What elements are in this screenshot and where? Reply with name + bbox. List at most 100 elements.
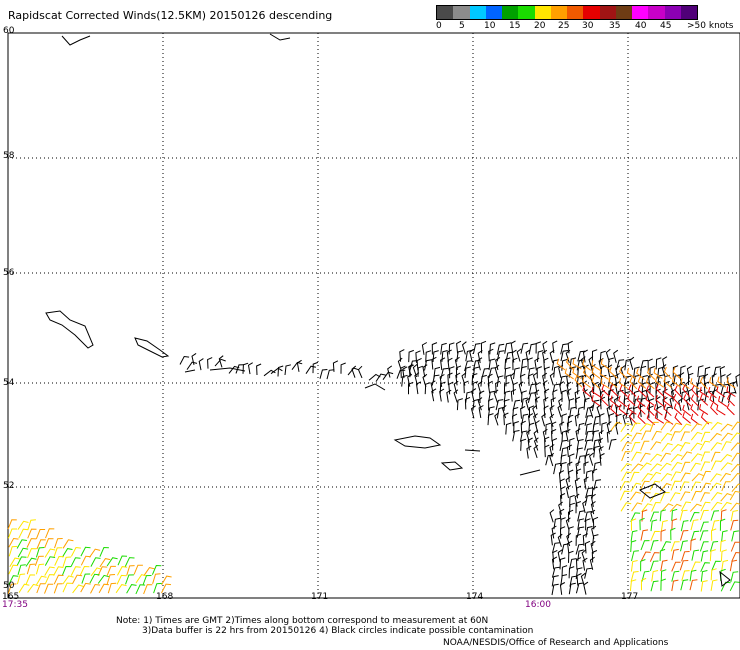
wind-barb [645, 387, 651, 402]
wind-barb [627, 393, 636, 406]
wind-barb [454, 356, 460, 370]
wind-barb [505, 422, 512, 435]
wind-barb [681, 570, 690, 581]
wind-barb [619, 384, 628, 397]
wind-barb [649, 511, 659, 522]
wind-barb [630, 482, 642, 492]
wind-barb [472, 381, 479, 394]
legend-swatch [485, 6, 502, 19]
wind-barb [710, 421, 723, 431]
wind-barb [592, 439, 600, 451]
wind-barb [116, 574, 127, 585]
wind-barb [16, 539, 27, 549]
wind-barb [319, 369, 328, 379]
wind-barb [495, 380, 501, 394]
wind-barb [636, 368, 645, 380]
wind-barb [44, 538, 54, 548]
wind-barb [575, 543, 584, 555]
wind-barb [583, 581, 589, 595]
wind-barb [447, 357, 453, 371]
wind-barb [552, 542, 560, 554]
wind-barb [8, 537, 19, 548]
wind-barb [575, 468, 582, 482]
wind-barb [16, 556, 27, 567]
wind-barb [296, 359, 302, 372]
wind-barb [560, 486, 566, 499]
wind-barb [256, 363, 262, 376]
wind-barb [549, 405, 555, 419]
wind-barb [690, 431, 703, 441]
wind-barb [639, 404, 645, 418]
wind-barb [8, 545, 18, 557]
coastline [184, 369, 196, 373]
wind-barb [544, 436, 550, 450]
wind-barb [544, 366, 550, 379]
wind-barb [619, 366, 628, 379]
wind-barb [663, 404, 672, 417]
wind-barb [97, 566, 108, 577]
wind-barb [415, 381, 422, 395]
wind-barb [661, 364, 667, 378]
wind-barb [432, 350, 439, 363]
wind-barb [710, 432, 722, 442]
wind-barb [70, 566, 81, 576]
wind-barb [431, 388, 437, 402]
wind-barb [584, 494, 593, 506]
wind-barb [409, 360, 418, 371]
wind-barb [487, 380, 493, 394]
wind-barb [572, 367, 582, 379]
legend-swatch [518, 6, 535, 19]
wind-barb [142, 575, 152, 586]
wind-barb [496, 350, 505, 362]
wind-barb [17, 547, 29, 558]
wind-barb [549, 444, 555, 458]
wind-barb [585, 526, 593, 538]
coastline [209, 367, 246, 372]
wind-barb [659, 509, 667, 522]
wind-barb [408, 381, 414, 395]
wind-barb [44, 574, 55, 584]
wind-barb [80, 546, 91, 557]
wind-barb [412, 363, 418, 378]
wind-barb [583, 476, 589, 490]
wind-barb [656, 405, 662, 419]
wind-barb [504, 357, 511, 370]
wind-barb [561, 430, 568, 443]
wind-barb [542, 340, 548, 354]
wind-barb [699, 541, 709, 552]
wind-barb [674, 385, 683, 398]
wind-barb [630, 560, 638, 572]
wind-barb [679, 381, 685, 395]
wind-barb [26, 563, 36, 575]
wind-barb [566, 381, 572, 395]
wind-barb [649, 382, 656, 395]
lon-label-174: 174 [466, 592, 484, 602]
wind-barb [535, 382, 541, 395]
wind-barb [592, 422, 599, 435]
legend-color-bar [436, 5, 698, 20]
wind-barb [27, 548, 37, 559]
wind-barb [640, 577, 647, 591]
coastline [519, 469, 541, 476]
wind-barb [561, 413, 568, 426]
wind-barb [731, 421, 740, 431]
wind-barb [488, 367, 497, 379]
wind-barb [680, 530, 689, 541]
wind-barb [689, 569, 697, 582]
wind-barb [685, 397, 691, 411]
wind-barb [672, 367, 681, 380]
wind-barb [699, 530, 709, 541]
wind-barb [630, 422, 641, 433]
wind-barb [543, 405, 549, 419]
graticule [8, 33, 740, 598]
wind-barb [593, 461, 601, 474]
wind-barb [620, 502, 632, 512]
wind-barb [117, 555, 128, 566]
wind-barb [416, 357, 422, 371]
wind-barb [559, 508, 565, 522]
wind-barb [729, 490, 740, 501]
wind-barb [552, 340, 558, 354]
wind-barb [631, 550, 639, 562]
wind-barb [671, 570, 680, 582]
wind-barb [553, 517, 561, 530]
